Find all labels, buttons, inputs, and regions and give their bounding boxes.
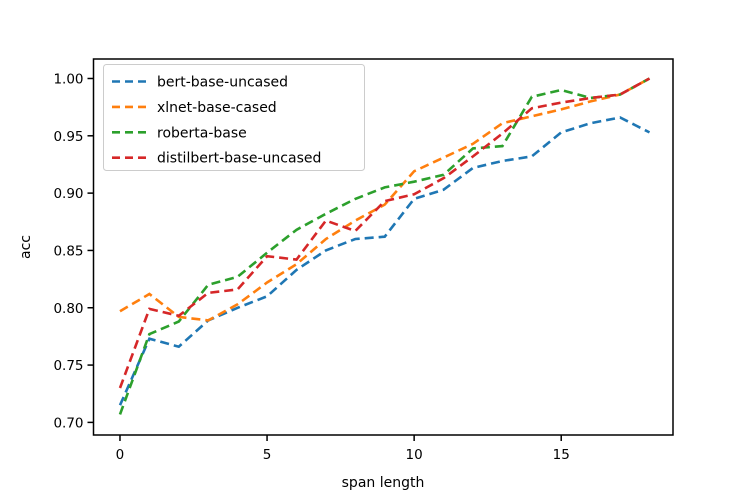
y-tick-label-0.70: 0.70 (53, 415, 83, 431)
legend-item-roberta-base: roberta-base (112, 125, 247, 141)
series-lines (118, 77, 651, 415)
plot-frame (92, 58, 674, 436)
legend-label-roberta-base: roberta-base (157, 125, 247, 141)
y-tick-label-1.00: 1.00 (53, 71, 83, 87)
legend-item-distilbert-base-uncased: distilbert-base-uncased (112, 151, 321, 167)
legend-label-distilbert-base-uncased: distilbert-base-uncased (157, 151, 321, 167)
series-line-xlnet-base-cased (119, 77, 651, 322)
y-tick-label-0.95: 0.95 (53, 129, 83, 145)
legend: bert-base-uncased xlnet-base-cased roberta… (103, 64, 365, 171)
x-tick-label-15: 15 (553, 447, 570, 463)
y-tick-label-0.90: 0.90 (53, 186, 83, 202)
y-tick-label-0.75: 0.75 (53, 358, 83, 374)
x-tick-label-10: 10 (406, 447, 423, 463)
legend-box (103, 64, 365, 171)
series-line-roberta-base (118, 77, 651, 415)
legend-item-bert-base-uncased: bert-base-uncased (112, 75, 288, 91)
y-tick-label-0.80: 0.80 (53, 301, 83, 317)
x-tick-label-5: 5 (263, 447, 272, 463)
legend-label-bert-base-uncased: bert-base-uncased (157, 75, 288, 91)
y-tick-label-0.85: 0.85 (53, 243, 83, 259)
x-axis-label: span length (342, 475, 425, 491)
legend-item-xlnet-base-cased: xlnet-base-cased (112, 100, 277, 116)
y-axis-label: acc (18, 235, 34, 259)
axes: 0 5 10 15 0.70 0.75 0.80 0.85 0.90 0.95 1.00 (53, 58, 674, 463)
legend-label-xlnet-base-cased: xlnet-base-cased (157, 100, 277, 116)
x-tick-label-0: 0 (116, 447, 125, 463)
